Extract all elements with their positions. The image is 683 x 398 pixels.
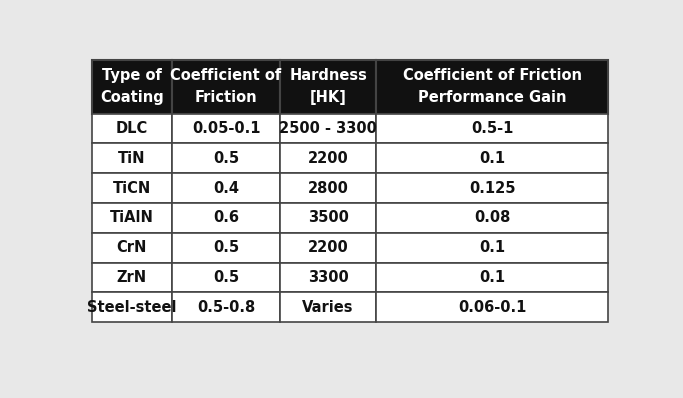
Bar xyxy=(280,292,376,322)
Text: 0.4: 0.4 xyxy=(213,181,239,196)
Bar xyxy=(92,292,172,322)
Bar xyxy=(172,203,280,233)
Bar xyxy=(172,263,280,292)
Text: 3300: 3300 xyxy=(308,270,348,285)
Bar xyxy=(280,263,376,292)
Bar xyxy=(172,233,280,263)
Text: 3500: 3500 xyxy=(307,211,348,225)
Bar xyxy=(92,173,172,203)
Text: 0.5-1: 0.5-1 xyxy=(471,121,514,136)
Text: 0.6: 0.6 xyxy=(213,211,239,225)
Text: 0.5: 0.5 xyxy=(213,270,239,285)
Text: 0.1: 0.1 xyxy=(479,240,505,255)
Text: Coefficient of Friction
Performance Gain: Coefficient of Friction Performance Gain xyxy=(402,68,582,105)
Text: TiN: TiN xyxy=(118,151,145,166)
Bar xyxy=(376,203,609,233)
Bar xyxy=(280,203,376,233)
Bar xyxy=(376,292,609,322)
Text: 2800: 2800 xyxy=(307,181,348,196)
Text: 0.08: 0.08 xyxy=(474,211,510,225)
Bar xyxy=(280,233,376,263)
Bar xyxy=(376,233,609,263)
Bar xyxy=(172,60,280,114)
Text: TiCN: TiCN xyxy=(113,181,151,196)
Text: ZrN: ZrN xyxy=(117,270,147,285)
Bar xyxy=(376,173,609,203)
Text: CrN: CrN xyxy=(117,240,147,255)
Bar xyxy=(376,60,609,114)
Bar xyxy=(280,114,376,144)
Bar xyxy=(172,144,280,173)
Bar xyxy=(376,263,609,292)
Text: Type of
Coating: Type of Coating xyxy=(100,68,164,105)
Text: Steel-steel: Steel-steel xyxy=(87,300,176,315)
Text: 0.05-0.1: 0.05-0.1 xyxy=(192,121,260,136)
Text: TiAlN: TiAlN xyxy=(110,211,154,225)
Text: 0.1: 0.1 xyxy=(479,270,505,285)
Bar xyxy=(172,173,280,203)
Text: 0.125: 0.125 xyxy=(469,181,516,196)
Bar xyxy=(280,60,376,114)
Bar xyxy=(376,144,609,173)
Bar xyxy=(92,144,172,173)
Bar xyxy=(92,233,172,263)
Bar xyxy=(280,173,376,203)
Text: 2500 - 3300: 2500 - 3300 xyxy=(279,121,377,136)
Text: 2200: 2200 xyxy=(308,151,348,166)
Text: Hardness
[HK]: Hardness [HK] xyxy=(289,68,367,105)
Text: 2200: 2200 xyxy=(308,240,348,255)
Bar xyxy=(376,114,609,144)
Bar xyxy=(92,114,172,144)
Bar xyxy=(172,292,280,322)
Bar xyxy=(92,203,172,233)
Text: 0.5: 0.5 xyxy=(213,240,239,255)
Text: DLC: DLC xyxy=(115,121,148,136)
Text: 0.06-0.1: 0.06-0.1 xyxy=(458,300,527,315)
Text: 0.1: 0.1 xyxy=(479,151,505,166)
Bar xyxy=(92,263,172,292)
Bar xyxy=(92,60,172,114)
Text: 0.5: 0.5 xyxy=(213,151,239,166)
Text: 0.5-0.8: 0.5-0.8 xyxy=(197,300,255,315)
Text: Varies: Varies xyxy=(303,300,354,315)
Bar xyxy=(280,144,376,173)
Text: Coefficient of
Friction: Coefficient of Friction xyxy=(171,68,281,105)
Bar xyxy=(172,114,280,144)
